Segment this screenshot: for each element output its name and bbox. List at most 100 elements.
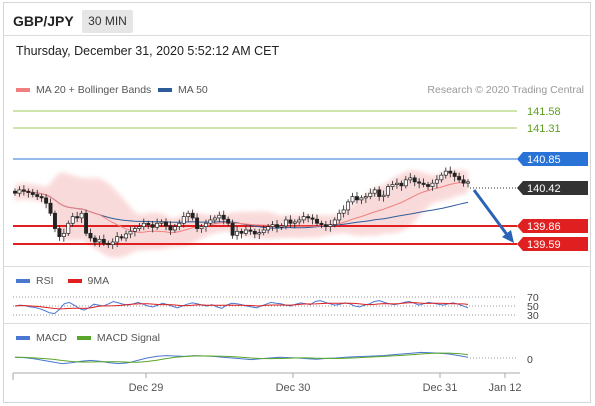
ma50-swatch	[158, 88, 172, 92]
candle-body	[355, 196, 359, 201]
rsi-50-label: 50	[527, 301, 539, 313]
macd-divider	[4, 323, 590, 324]
candle-body	[97, 238, 102, 243]
bollinger-bands	[15, 169, 468, 258]
x-tick-label: Dec 31	[423, 382, 458, 394]
candle-body	[44, 197, 49, 204]
candle-body	[359, 197, 364, 201]
candle-body	[26, 190, 31, 193]
candle-body	[39, 196, 44, 199]
s2-tag: 139.59	[517, 237, 588, 251]
candle-body	[439, 174, 444, 181]
legend-rsi: RSI 9MA	[16, 275, 109, 287]
candle-body	[323, 224, 328, 227]
rsi-line	[14, 300, 469, 315]
rsi-ma-swatch	[67, 279, 82, 283]
candle-body	[443, 170, 448, 176]
candle-body	[257, 232, 262, 235]
rsi-70-label: 70	[527, 292, 539, 304]
candle-body	[115, 236, 120, 243]
candle-body	[208, 219, 213, 224]
forecast-arrow	[472, 189, 514, 243]
candle-body	[150, 224, 155, 228]
candle-body	[217, 214, 222, 219]
candle-body	[172, 226, 177, 231]
ma20-line	[14, 181, 469, 234]
candle-body	[275, 224, 279, 228]
macd-line	[14, 351, 469, 365]
candle-body	[61, 232, 66, 237]
legend-ma50: MA 50	[158, 84, 208, 96]
candle-body	[159, 221, 164, 224]
candle-body	[13, 190, 17, 194]
candle-body	[128, 230, 133, 235]
candle-body	[30, 192, 35, 195]
candle-body	[350, 196, 355, 203]
candle-body	[292, 221, 297, 224]
rsi-ma-line	[14, 302, 469, 310]
candle-body	[457, 176, 462, 181]
candle-body	[141, 222, 146, 227]
candle-body	[88, 232, 93, 239]
s2-label: 139.59	[527, 239, 561, 251]
candle-body	[53, 212, 57, 229]
candle-body	[243, 229, 248, 234]
candle-body	[337, 212, 342, 221]
candle-body	[212, 217, 217, 221]
candle-body	[48, 202, 53, 214]
candle-body	[261, 229, 266, 233]
candle-body	[408, 177, 413, 181]
x-tick-label: Dec 29	[129, 382, 164, 394]
pivot-tag: 140.85	[517, 152, 588, 166]
rsi-divider	[4, 266, 590, 267]
macd-signal-swatch	[76, 336, 91, 340]
r2-label: 141.58	[527, 106, 561, 118]
candle-body	[452, 172, 457, 177]
candle-body	[132, 228, 137, 232]
candle-body	[319, 222, 324, 225]
candle-body	[168, 225, 173, 231]
candle-body	[119, 236, 124, 239]
legend-rsi-label: RSI	[36, 275, 54, 287]
legend-rsi-ma-label: 9MA	[87, 275, 110, 287]
rsi-30-label: 30	[527, 310, 539, 322]
candle-body	[434, 179, 439, 184]
last-price-tag: 140.42	[517, 181, 588, 195]
candle-body	[92, 237, 97, 243]
candle-body	[57, 228, 62, 237]
rsi-panel: 70 50 30	[13, 292, 539, 322]
candle-body	[386, 186, 391, 196]
candle-body	[297, 219, 302, 223]
x-axis: Dec 29 Dec 30 Dec 31 Jan 12	[12, 372, 522, 394]
candle-body	[35, 194, 40, 197]
candle-body	[235, 230, 240, 236]
candle-body	[190, 212, 195, 219]
pivot-label: 140.85	[527, 154, 561, 166]
candle-body	[283, 219, 288, 227]
s1-label: 139.86	[527, 221, 561, 233]
candle-body	[346, 201, 351, 211]
candle-body	[146, 222, 151, 225]
candle-body	[221, 214, 226, 220]
candle-body	[84, 212, 89, 234]
candle-body	[412, 177, 417, 183]
x-tick-label: Dec 30	[276, 382, 311, 394]
candle-body	[306, 216, 311, 219]
candle-body	[106, 242, 111, 246]
candle-body	[315, 218, 319, 224]
candle-body	[101, 238, 106, 244]
macd-zero-label: 0	[527, 354, 533, 366]
chart-datetime: Thursday, December 31, 2020 5:52:12 AM C…	[16, 44, 280, 58]
rsi-swatch	[16, 279, 30, 283]
candle-body	[466, 181, 470, 184]
candle-body	[199, 226, 204, 229]
candle-body	[417, 181, 422, 184]
timeframe-button[interactable]: 30 MIN	[82, 10, 133, 33]
candle-body	[461, 179, 466, 184]
candle-body	[448, 170, 453, 174]
macd-panel: 0	[14, 351, 533, 366]
legend-ma50-label: MA 50	[178, 84, 208, 96]
candle-body	[310, 217, 315, 220]
candle-body	[266, 226, 271, 231]
